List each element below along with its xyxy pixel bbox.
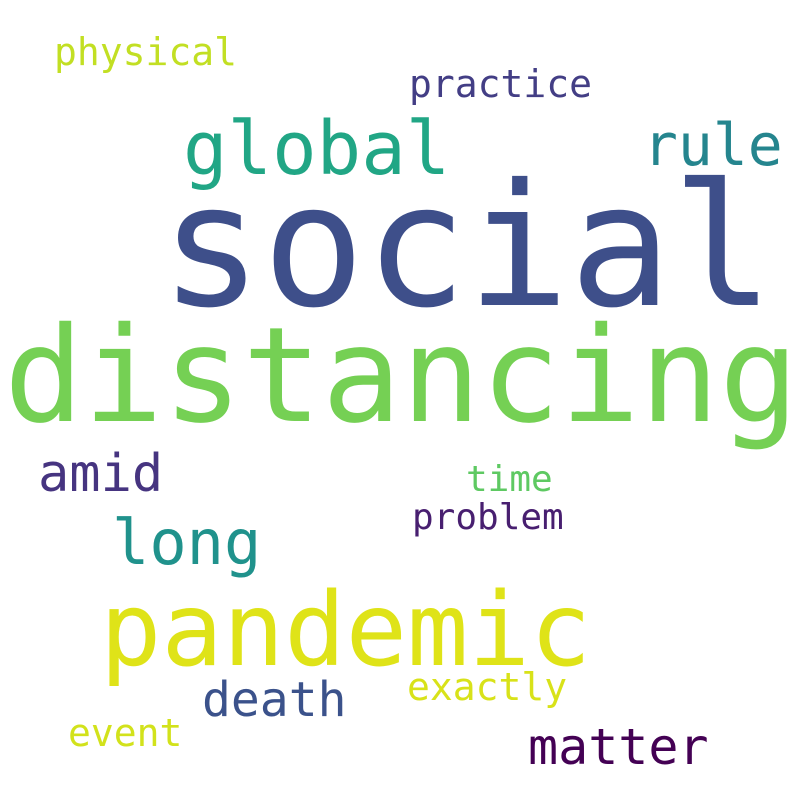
word-exactly: exactly xyxy=(407,665,568,709)
word-social: social xyxy=(160,148,775,346)
word-amid: amid xyxy=(38,444,164,504)
word-problem: problem xyxy=(412,497,564,538)
word-pandemic: pandemic xyxy=(100,571,592,690)
word-global: global xyxy=(183,106,451,192)
word-rule: rule xyxy=(643,111,783,179)
word-physical: physical xyxy=(54,30,238,74)
word-long: long xyxy=(112,506,262,579)
word-matter: matter xyxy=(528,718,709,776)
word-time: time xyxy=(466,459,553,500)
word-distancing: distancing xyxy=(4,299,799,453)
word-death: death xyxy=(202,672,347,728)
word-practice: practice xyxy=(409,62,593,106)
word-event: event xyxy=(68,711,183,755)
